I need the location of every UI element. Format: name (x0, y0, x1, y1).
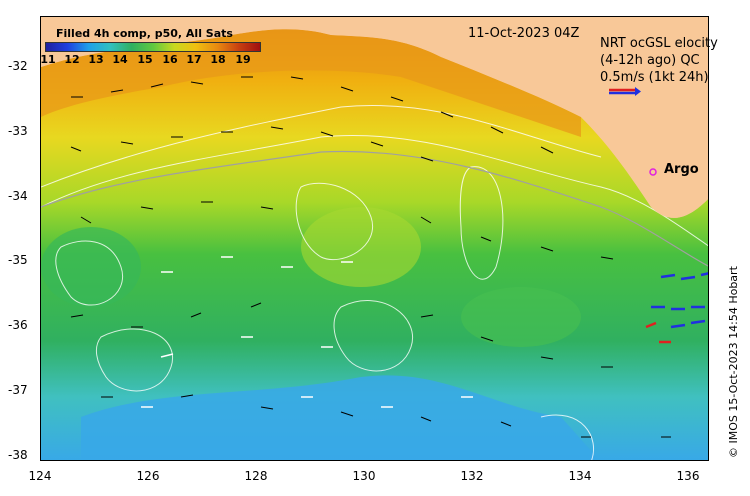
date-label: 11-Oct-2023 04Z (468, 26, 580, 41)
red-vectors (645, 321, 671, 344)
colorbar-tick-17: 17 (186, 53, 202, 66)
colorbar-tick-13: 13 (88, 53, 104, 66)
current-vectors (70, 76, 671, 438)
legend-subtitle: (4-12h ago) QC (600, 53, 700, 68)
y-tick-37: -37 (8, 383, 28, 397)
legend-scale: 0.5m/s (1kt 24h) (600, 70, 709, 85)
x-tick-124: 124 (28, 469, 52, 483)
land-mass (41, 17, 708, 218)
y-tick-32: -32 (8, 59, 28, 73)
x-tick-130: 130 (352, 469, 376, 483)
colorbar-tick-14: 14 (112, 53, 128, 66)
x-tick-136: 136 (676, 469, 700, 483)
legend-title: NRT ocGSL elocity (600, 36, 718, 51)
x-tick-128: 128 (244, 469, 268, 483)
x-tick-126: 126 (136, 469, 160, 483)
colorbar-tick-18: 18 (210, 53, 226, 66)
y-tick-35: -35 (8, 253, 28, 267)
eddy-east (461, 287, 581, 347)
argo-marker (649, 168, 657, 176)
sla-contours (41, 104, 708, 460)
colorbar-tick-12: 12 (64, 53, 80, 66)
colorbar-title: Filled 4h comp, p50, All Sats (56, 27, 233, 40)
colorbar-tick-16: 16 (162, 53, 178, 66)
eddy-central (301, 207, 421, 287)
sst-colorbar (45, 42, 261, 52)
colorbar-tick-15: 15 (137, 53, 153, 66)
y-tick-34: -34 (8, 189, 28, 203)
map-panel (40, 16, 709, 461)
argo-label: Argo (664, 162, 699, 177)
y-tick-33: -33 (8, 124, 28, 138)
x-tick-134: 134 (568, 469, 592, 483)
colorbar-tick-11: 11 (40, 53, 56, 66)
sst-map (41, 17, 708, 460)
eddy-west (41, 227, 141, 307)
credit-label: © IMOS 15-Oct-2023 14:54 Hobart (727, 266, 740, 458)
blue-vectors (651, 272, 708, 329)
x-tick-132: 132 (460, 469, 484, 483)
reference-vector (609, 87, 641, 96)
colorbar-tick-19: 19 (235, 53, 251, 66)
y-tick-36: -36 (8, 318, 28, 332)
y-tick-38: -38 (8, 448, 28, 462)
current-vectors-white (141, 256, 473, 408)
warm-coastal-band (41, 29, 581, 137)
